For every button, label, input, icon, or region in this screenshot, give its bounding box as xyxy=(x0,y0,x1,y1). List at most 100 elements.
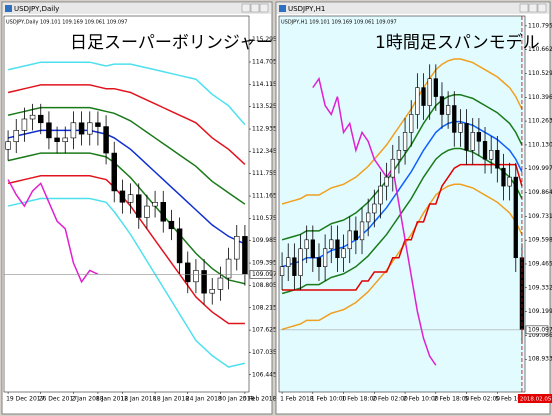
candle-body xyxy=(396,149,402,160)
candle-body xyxy=(470,132,475,151)
candle-body xyxy=(95,122,101,127)
y-tick-label: 112.345 xyxy=(252,148,277,155)
candle-body xyxy=(225,258,232,279)
x-tick-label: 19 Dec 2017 xyxy=(6,396,45,403)
y-tick-label: 109.985 xyxy=(252,237,277,244)
close-button[interactable] xyxy=(537,3,547,13)
chart-title: 1時間足スパンモデル xyxy=(375,32,540,53)
x-tick-label: 26 Dec 2017 xyxy=(39,396,78,403)
y-tick-label: 114.705 xyxy=(252,59,277,66)
window-icon xyxy=(279,5,286,12)
candle-body xyxy=(111,152,118,192)
candle-body xyxy=(415,87,420,115)
candle-body xyxy=(54,137,60,143)
candle-body xyxy=(513,176,518,259)
x-tick-label: 2 Jan 2018 xyxy=(71,396,103,403)
x-tick-label: 5 Feb 02:00 xyxy=(465,396,501,403)
candle-body xyxy=(372,203,377,214)
last-price-box xyxy=(525,325,549,335)
indicator-line xyxy=(281,94,523,241)
y-tick-label: 110.396 xyxy=(528,94,552,101)
x-tick-label: 30 Jan 2018 xyxy=(218,396,254,403)
candle-body xyxy=(495,149,500,169)
candle-body xyxy=(439,96,445,115)
title-bar xyxy=(3,3,271,14)
candle-body xyxy=(136,194,142,218)
y-tick-label: 110.575 xyxy=(252,215,277,222)
candle-body xyxy=(46,122,52,139)
window-title: USDJPY,H1 xyxy=(288,5,325,13)
title-bar xyxy=(277,3,549,14)
y-tick-label: 109.864 xyxy=(528,189,552,196)
x-tick-label: 5 Feb 2018 xyxy=(243,396,277,403)
window-icon xyxy=(5,5,12,12)
close-button[interactable] xyxy=(259,3,269,13)
y-tick-label: 107.035 xyxy=(252,349,277,356)
candle-body xyxy=(390,158,395,178)
y-tick-label: 109.465 xyxy=(528,260,552,267)
candle-body xyxy=(103,126,109,154)
candle-body xyxy=(78,122,85,135)
candle-body xyxy=(185,262,191,283)
candle-body xyxy=(501,167,506,187)
candle-body xyxy=(458,123,463,133)
indicator-line xyxy=(281,147,523,295)
cursor-label: 2018.02.05 22:00 xyxy=(520,397,552,403)
x-tick-label: 8 Jan 2018 xyxy=(96,396,128,403)
last-price-label: 109.097 xyxy=(252,271,277,278)
candle-body xyxy=(310,239,315,259)
maximize-button[interactable] xyxy=(250,3,260,13)
x-tick-label: 24 Jan 2018 xyxy=(186,396,222,403)
candle-body xyxy=(335,239,340,259)
candle-body xyxy=(152,201,158,207)
candle-body xyxy=(119,190,126,203)
x-tick-label: 1 Feb 10:00 xyxy=(311,396,347,403)
chart-header: USDJPY,Daily 109.101 109.169 109.061 109… xyxy=(6,20,127,26)
candle-body xyxy=(452,105,457,133)
y-tick-label: 113.525 xyxy=(252,103,277,110)
candle-body xyxy=(316,257,322,267)
indicator-line xyxy=(7,61,246,126)
candle-body xyxy=(193,270,199,283)
indicator-line xyxy=(281,120,523,268)
candle-body xyxy=(160,201,167,222)
candle-body xyxy=(445,105,451,115)
candle-body xyxy=(5,141,11,150)
y-tick-label: 109.395 xyxy=(252,260,277,267)
indicator-line xyxy=(312,76,437,366)
x-tick-label: 18 Jan 2018 xyxy=(153,396,189,403)
candle-body xyxy=(347,230,352,250)
x-tick-label: 12 Jan 2018 xyxy=(120,396,156,403)
candle-body xyxy=(464,123,469,151)
candle-body xyxy=(29,114,36,120)
candle-body xyxy=(409,114,414,133)
maximize-button[interactable] xyxy=(528,3,538,13)
chart-title: 日足スーパーボリンジャー xyxy=(70,33,273,53)
y-tick-label: 111.165 xyxy=(252,193,277,200)
candle-body xyxy=(298,248,303,276)
candle-body xyxy=(366,212,371,223)
candle-body xyxy=(127,194,134,203)
candle-body xyxy=(384,176,389,187)
minimize-button[interactable] xyxy=(519,3,529,13)
cursor-box xyxy=(517,394,552,403)
x-tick-label: 1 Feb 2018 xyxy=(280,396,314,403)
y-tick-label: 114.115 xyxy=(252,81,277,88)
y-tick-label: 112.935 xyxy=(252,126,277,133)
candle-body xyxy=(286,257,291,267)
y-tick-label: 106.445 xyxy=(252,371,277,378)
candle-body xyxy=(21,118,28,131)
minimize-button[interactable] xyxy=(241,3,251,13)
indicator-line xyxy=(282,163,523,291)
candle-body xyxy=(201,270,207,294)
candle-body xyxy=(304,239,309,250)
y-tick-label: 109.997 xyxy=(528,165,552,172)
plot-area xyxy=(3,15,250,393)
y-tick-label: 111.755 xyxy=(252,170,277,177)
candle-body xyxy=(217,277,224,290)
candle-body xyxy=(70,122,77,139)
candle-body xyxy=(402,132,408,151)
candle-body xyxy=(322,248,328,267)
candle-body xyxy=(476,132,482,142)
